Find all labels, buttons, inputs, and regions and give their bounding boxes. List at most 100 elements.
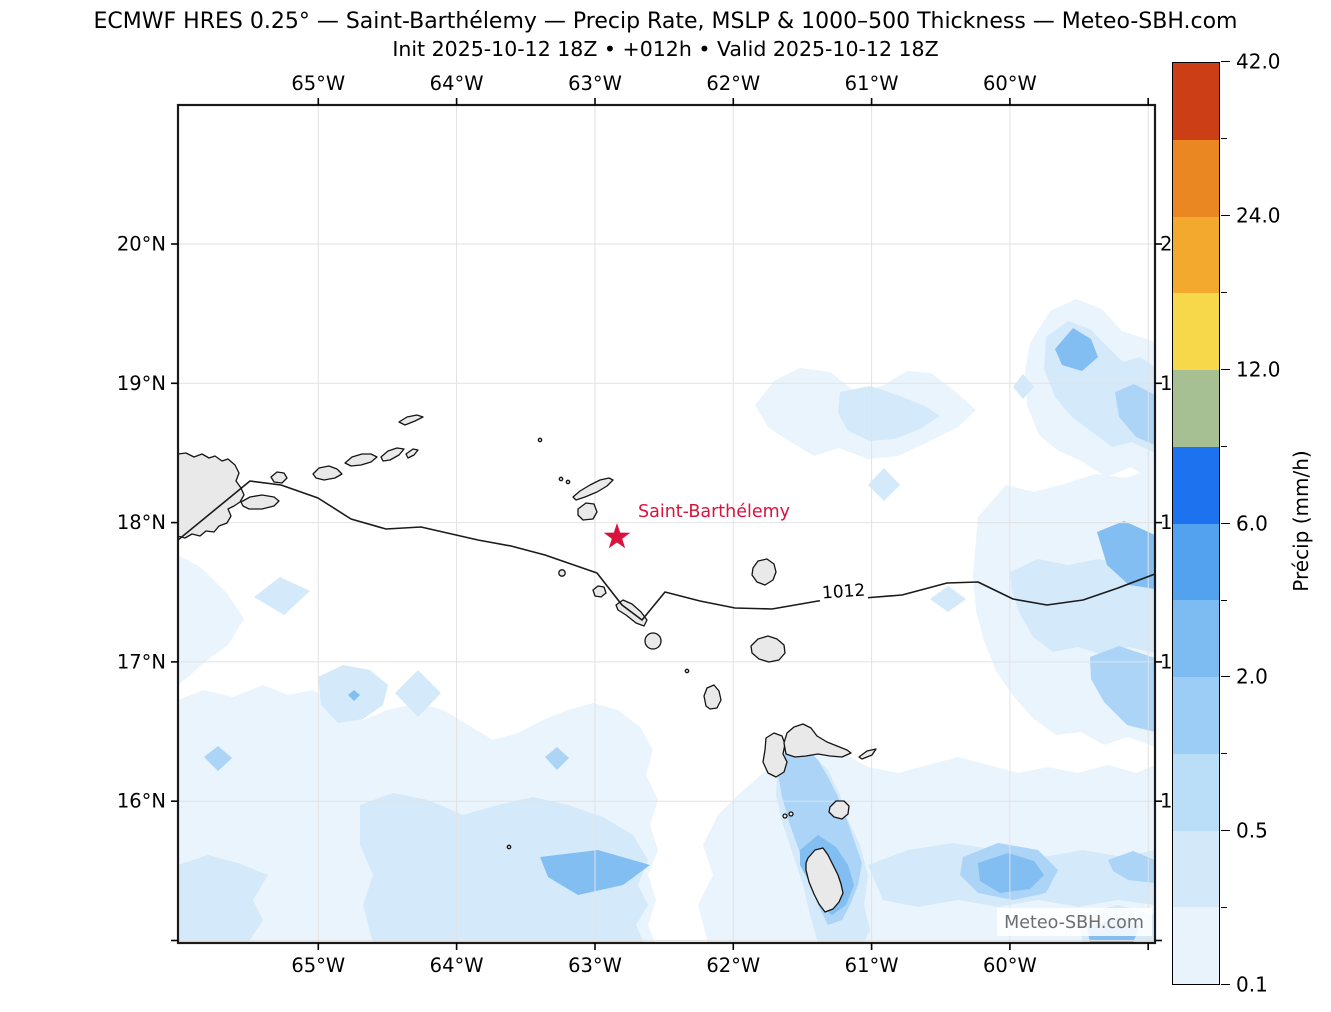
lat-label-right-clipped: 1 <box>1160 650 1172 673</box>
lat-label-left: 18°N <box>117 511 166 534</box>
lon-label-top: 63°W <box>568 72 622 95</box>
map-frame <box>176 103 1157 945</box>
precip-patch <box>1055 328 1098 371</box>
lat-label-left: 20°N <box>117 233 166 256</box>
colorbar-tick <box>1221 61 1230 63</box>
island-antigua <box>750 635 786 663</box>
axis-ticks <box>171 98 1162 950</box>
island-culebra <box>270 471 288 484</box>
colorbar-segment <box>1173 523 1219 601</box>
axis-labels: 65°W 64°W 63°W 62°W 61°W 60°W 65°W 64°W … <box>117 72 1173 977</box>
precip-patch <box>178 555 244 685</box>
colorbar <box>1172 62 1220 985</box>
lon-label-bottom: 64°W <box>430 954 484 977</box>
colorbar-segment <box>1173 753 1219 831</box>
precip-patch <box>254 577 310 615</box>
island-montserrat <box>703 684 722 710</box>
island-dominica <box>805 847 844 913</box>
lon-label-top: 64°W <box>430 72 484 95</box>
island-st-john <box>344 453 378 467</box>
island-nevis <box>644 632 662 650</box>
colorbar-axis-label: Précip (mm/h) <box>1289 450 1313 592</box>
precip-patch <box>1097 521 1155 589</box>
lat-label-right-clipped: 1 <box>1160 511 1172 534</box>
lon-label-bottom: 63°W <box>568 954 622 977</box>
island-aves <box>506 844 512 850</box>
colorbar-tick <box>1221 445 1227 447</box>
island-dog <box>558 476 564 482</box>
precip-patch <box>395 670 441 717</box>
colorbar-tick <box>1221 599 1227 601</box>
precip-patch <box>178 855 268 943</box>
colorbar-segment <box>1173 446 1219 524</box>
colorbar-segment <box>1173 907 1219 984</box>
lon-label-bottom: 65°W <box>291 954 345 977</box>
lat-label-left: 16°N <box>117 790 166 813</box>
colorbar-tick-label: 6.0 <box>1236 511 1268 536</box>
island-barbuda <box>751 558 777 586</box>
island-vieques <box>240 494 280 510</box>
precip-layer-0.5mm <box>204 384 1155 925</box>
colorbar-segment <box>1173 370 1219 447</box>
precip-patch <box>1013 374 1034 399</box>
precip-patch <box>545 747 569 770</box>
station-star-icon <box>603 523 631 549</box>
colorbar-tick <box>1221 368 1230 370</box>
station-label: Saint-Barthélemy <box>638 502 790 522</box>
colorbar-tick <box>1221 138 1227 140</box>
colorbar-tick-label: 2.0 <box>1236 664 1268 689</box>
watermark-text: Meteo-SBH.com <box>1004 913 1144 933</box>
colorbar-segment <box>1173 600 1219 677</box>
island-st-martin <box>577 502 598 521</box>
island-la-desirade <box>858 748 877 760</box>
figure-title: ECMWF HRES 0.25° — Saint-Barthélemy — Pr… <box>93 9 1238 34</box>
precip-patch <box>1010 557 1155 655</box>
colorbar-tick <box>1221 214 1230 216</box>
island-guadeloupe-basse-terre <box>762 732 788 778</box>
precip-patch <box>1108 851 1155 883</box>
lon-label-top: 65°W <box>291 72 345 95</box>
lat-label-right-clipped: 1 <box>1160 790 1172 813</box>
island-redonda <box>684 668 690 674</box>
colorbar-tick-label: 0.1 <box>1236 972 1268 997</box>
watermark-box <box>997 908 1152 936</box>
isobar-label-mask <box>820 579 868 604</box>
lat-label-right-clipped: 2 <box>1160 233 1172 256</box>
precip-patch <box>348 690 360 701</box>
colorbar-tick <box>1221 984 1230 986</box>
lon-label-bottom: 61°W <box>845 954 899 977</box>
precip-patch <box>978 853 1044 893</box>
island-tortola <box>380 447 405 462</box>
colorbar-tick <box>1221 522 1230 524</box>
island-anguilla <box>572 477 614 501</box>
precip-patch <box>484 851 496 911</box>
colorbar-tick-label: 12.0 <box>1236 357 1281 382</box>
colorbar-segment <box>1173 216 1219 294</box>
lat-label-left: 19°N <box>117 372 166 395</box>
precip-patch <box>204 746 232 771</box>
island-anegada <box>398 414 424 426</box>
island-puerto-rico <box>178 452 245 539</box>
colorbar-tick <box>1221 676 1230 678</box>
colorbar-tick <box>1221 753 1227 755</box>
precip-patch <box>838 386 940 441</box>
islands <box>178 414 877 913</box>
island-les-saintes-2 <box>788 811 794 817</box>
island-scrub <box>565 479 571 485</box>
colorbar-tick <box>1221 291 1227 293</box>
colorbar-segment <box>1173 830 1219 908</box>
colorbar-tick-label: 0.5 <box>1236 818 1268 843</box>
island-st-eustatius <box>592 585 607 598</box>
lon-label-top: 61°W <box>845 72 899 95</box>
precip-patch <box>930 586 966 612</box>
island-st-thomas <box>312 465 343 481</box>
colorbar-segment <box>1173 139 1219 217</box>
graticule <box>178 105 1155 943</box>
colorbar-segment <box>1173 63 1219 140</box>
lon-label-top: 62°W <box>706 72 760 95</box>
lon-label-bottom: 60°W <box>983 954 1037 977</box>
colorbar-segment <box>1173 677 1219 754</box>
lon-label-bottom: 62°W <box>706 954 760 977</box>
colorbar-tick-label: 24.0 <box>1236 203 1281 228</box>
